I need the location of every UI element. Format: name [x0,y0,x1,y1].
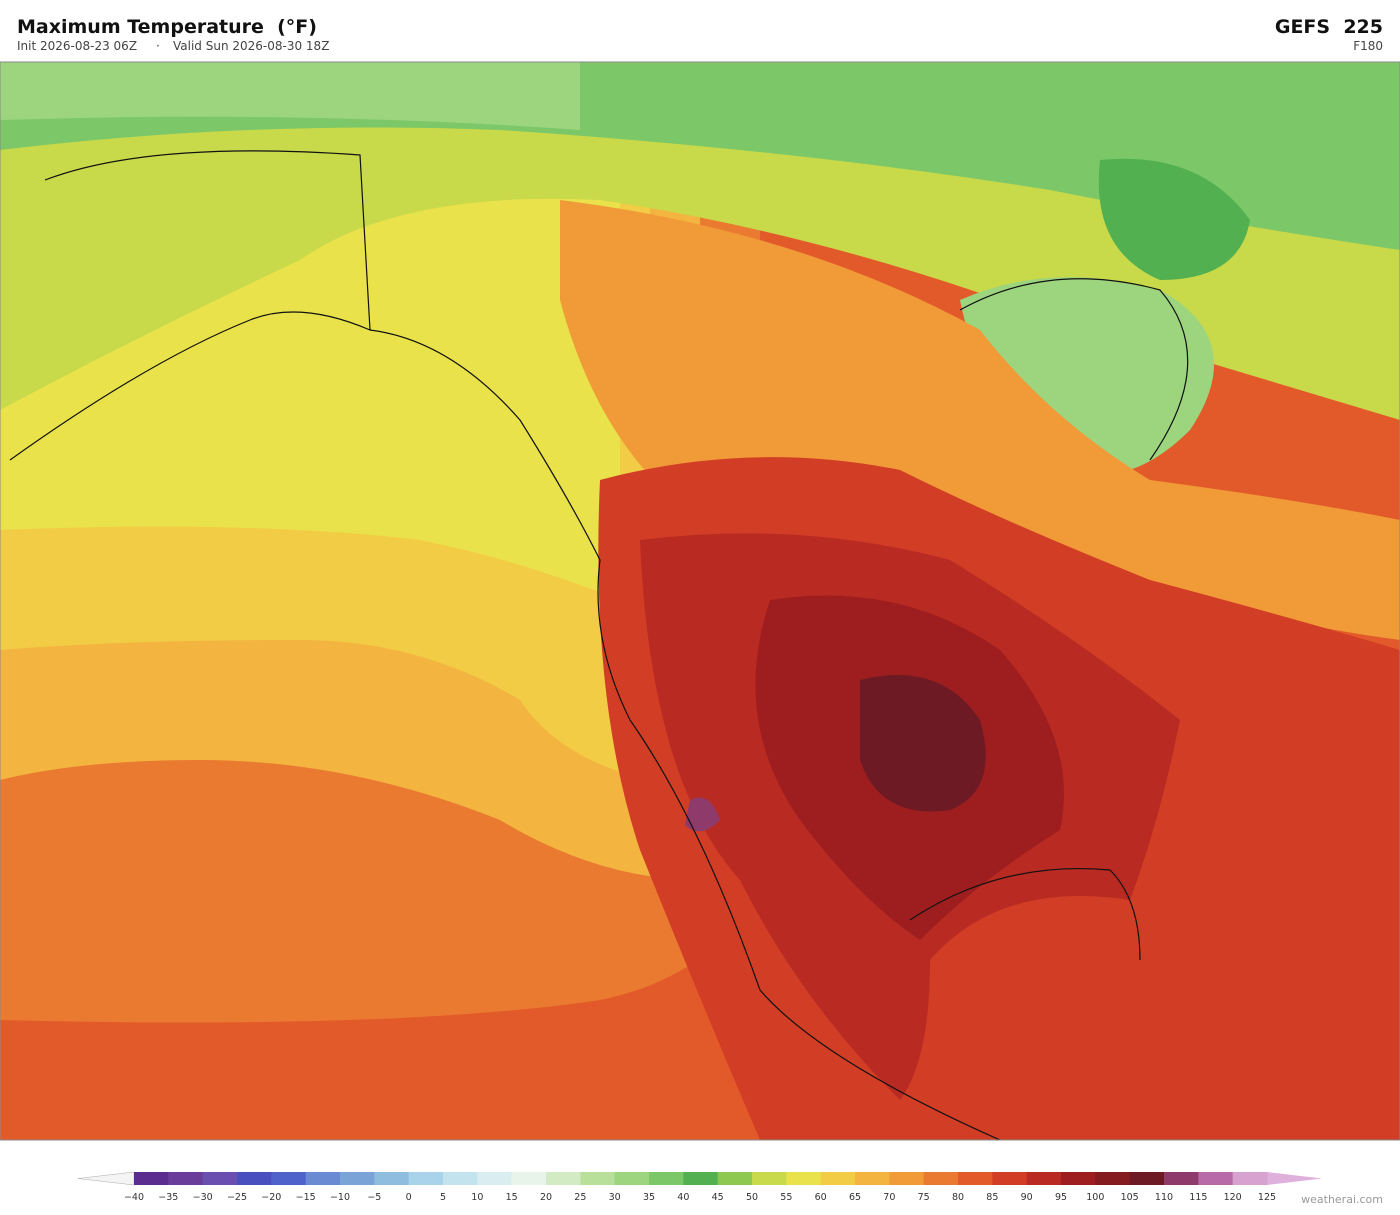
colorbar-tick-label: 35 [643,1192,655,1203]
colorbar-tick-label: 15 [506,1192,518,1203]
colorbar-segment [340,1172,375,1185]
colorbar-tick-label: 120 [1224,1192,1242,1203]
colorbar-tick-label: 5 [440,1192,446,1203]
coastline [909,867,1141,961]
colorbar-tick-label: 65 [849,1192,861,1203]
colorbar-tick-label: 0 [406,1192,412,1203]
colorbar-tick-label: 25 [574,1192,586,1203]
coastline [369,329,1001,1141]
colorbar-tick-label: 50 [746,1192,758,1203]
field [685,797,720,832]
colorbar-tick-label: −30 [193,1192,213,1203]
colorbar-tick-label: 110 [1155,1192,1173,1203]
colorbar-tick-label: −40 [124,1192,144,1203]
field [560,200,1400,640]
colorbar-tick-label: −35 [158,1192,178,1203]
colorbar-tick-label: 20 [540,1192,552,1203]
field [0,62,580,130]
colorbar-segment [889,1172,925,1185]
colorbar-tick-label: 85 [986,1192,998,1203]
colorbar-tick-label: 40 [677,1192,689,1203]
colorbar-segment [1129,1172,1165,1185]
colorbar-tick-label: −10 [330,1192,350,1203]
colorbar-segment [820,1172,856,1185]
colorbar-tick-label: 30 [609,1192,621,1203]
colorbar-segment [752,1172,787,1185]
colorbar-tick-label: 10 [471,1192,483,1203]
colorbar-tick-label: 115 [1189,1192,1207,1203]
colorbar-segment [168,1172,204,1185]
colorbar-segment [1198,1172,1234,1185]
field [1098,158,1250,280]
colorbar-segment [1164,1172,1199,1185]
colorbar-tick-label: 45 [712,1192,724,1203]
colorbar-tick-label: 100 [1086,1192,1104,1203]
colorbar-segment [546,1172,581,1185]
colorbar-tick-label: −25 [227,1192,247,1203]
colorbar-tick-label: 105 [1121,1192,1139,1203]
field [860,675,986,812]
colorbar-segment [786,1172,822,1185]
map-frame [0,61,1400,1141]
colorbar-tick-label: 75 [918,1192,930,1203]
title: Maximum Temperature (°F) [17,16,317,38]
colorbar-segment [408,1172,444,1185]
colorbar-tick-label: −20 [261,1192,281,1203]
colorbar-segment [649,1172,684,1185]
colorbar-segment [477,1172,513,1185]
colorbar-segment [855,1172,890,1185]
colorbar-segment [1232,1172,1268,1185]
colorbar-segment [134,1172,169,1185]
colorbar-tick-label: −5 [367,1192,381,1203]
colorbar-segment [511,1172,547,1185]
colorbar: −40 −35 −30 −25 −20 −15 −10 −5 0 5 10 15 20 25 30 35 40 4… [77,1171,1322,1203]
colorbar-segment [683,1172,719,1185]
colorbar-segment [374,1172,410,1185]
init-time: Init 2026-08-23 06Z [17,39,138,53]
colorbar-segment [202,1172,238,1185]
temperature-field [0,62,1400,1141]
colorbar-segment [992,1172,1028,1185]
valid-time: Valid Sun 2026-08-30 18Z [173,39,330,53]
colorbar-segment [271,1172,307,1185]
colorbar-segment [580,1172,616,1185]
colorbar-tick-label: 125 [1258,1192,1276,1203]
separator: · [156,39,160,53]
coastlines [9,150,1189,1141]
colorbar-segment [958,1172,993,1185]
colorbar-tick-label: 60 [815,1192,827,1203]
colorbar-segment [1026,1172,1062,1185]
coastline [9,150,371,461]
colorbar-tick-label: 95 [1055,1192,1067,1203]
colorbar-segment [614,1172,650,1185]
colorbar-segment [305,1172,341,1185]
model: GEFS 225 [1274,16,1383,38]
colorbar-tick-label: 70 [883,1192,895,1203]
colorbar-tick-label: 80 [952,1192,964,1203]
colorbar-over [1267,1172,1322,1185]
colorbar-tick-label: 90 [1021,1192,1033,1203]
coastline [959,278,1189,461]
watermark: weatherai.com [1301,1193,1383,1206]
colorbar-tick-label: 55 [780,1192,792,1203]
colorbar-under [77,1171,135,1186]
colorbar-segment [1061,1172,1096,1185]
colorbar-segment [717,1172,753,1185]
colorbar-tick-label: −15 [296,1192,316,1203]
colorbar-segment [1095,1172,1131,1185]
colorbar-segment [443,1172,478,1185]
header: Maximum Temperature (°F) Init 2026-08-23… [0,0,1400,62]
forecast-hour: F180 [1353,39,1383,53]
colorbar-segment [237,1172,272,1185]
colorbar-segment [923,1172,959,1185]
